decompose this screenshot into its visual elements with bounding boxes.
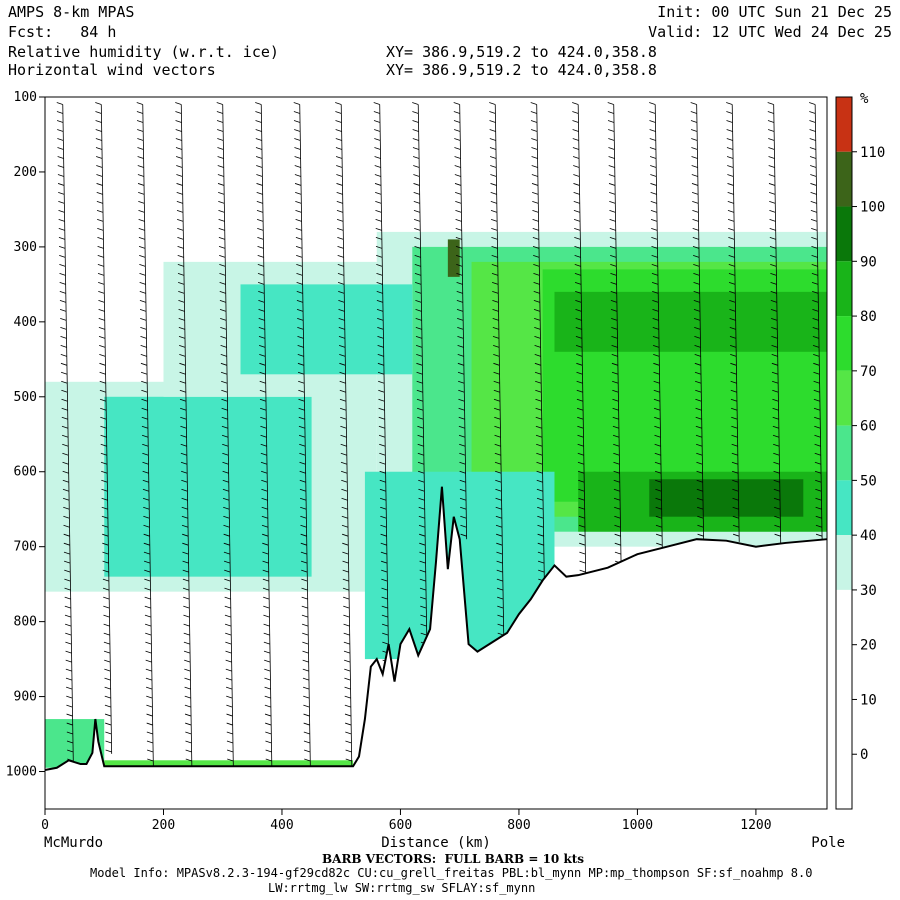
wind-barb-column xyxy=(767,102,782,545)
model-title: AMPS 8-km MPAS xyxy=(8,3,135,21)
x-tick-label: 400 xyxy=(270,818,293,833)
colorbar-swatch xyxy=(836,206,852,262)
y-tick-label: 400 xyxy=(14,315,37,330)
colorbar-label: 60 xyxy=(860,419,877,435)
colorbar-label: 10 xyxy=(860,692,877,708)
valid-time: Valid: 12 UTC Wed 24 Dec 25 xyxy=(648,23,892,41)
rh-region xyxy=(554,291,827,352)
y-tick-label: 1000 xyxy=(6,765,37,780)
colorbar-label: 30 xyxy=(860,583,877,599)
y-tick-label: 900 xyxy=(14,690,37,705)
colorbar-swatch xyxy=(836,480,852,536)
wind-barb-column xyxy=(607,102,622,565)
x-tick-label: 800 xyxy=(507,818,530,833)
x-start-label: McMurdo xyxy=(44,835,103,851)
x-tick-label: 0 xyxy=(41,818,49,833)
wind-barb-column xyxy=(649,102,663,550)
model-info: Model Info: MPASv8.2.3-194-gf29cd82c CU:… xyxy=(90,866,813,880)
xy-range-2: XY= 386.9,519.2 to 424.0,358.8 xyxy=(386,61,657,79)
wind-barb-column xyxy=(175,102,193,767)
wind-barb-column xyxy=(216,102,234,767)
rh-region xyxy=(104,760,354,768)
colorbar-swatch xyxy=(836,699,852,755)
wind-barb-column xyxy=(373,102,390,667)
wind-barb-column xyxy=(255,102,273,767)
colorbar-label: 70 xyxy=(860,364,877,380)
colorbar-swatch xyxy=(836,589,852,645)
colorbar-label: 90 xyxy=(860,254,877,270)
colorbar-label: 100 xyxy=(860,200,885,216)
y-tick-label: 700 xyxy=(14,540,37,555)
cross-section-chart: 0 200 400 600 800 1000 12001002003004005006007… xyxy=(6,90,886,851)
wind-barb-column xyxy=(95,102,113,754)
colorbar: 0 10 20 30 40 50 60 70 80 90 100 110% xyxy=(835,91,885,810)
x-tick-label: 200 xyxy=(152,818,175,833)
barb-note: BARB VECTORS: FULL BARB = 10 kts xyxy=(322,852,585,866)
wind-barb-column xyxy=(530,102,545,590)
colorbar-swatch xyxy=(836,535,852,590)
colorbar-frame xyxy=(835,96,853,810)
terrain-line xyxy=(44,486,828,772)
colorbar-label: 20 xyxy=(860,638,877,654)
colorbar-label: 80 xyxy=(860,309,877,325)
wind-barb-column xyxy=(136,102,154,767)
colorbar-label: 110 xyxy=(860,145,885,161)
colorbar-swatch xyxy=(836,425,852,481)
wind-barb-column xyxy=(726,102,740,542)
plot-frame xyxy=(44,96,828,810)
xy-range-1: XY= 386.9,519.2 to 424.0,358.8 xyxy=(386,43,657,61)
x-axis-title: Distance (km) xyxy=(381,835,491,851)
colorbar-swatch xyxy=(836,370,852,426)
terrain-fill xyxy=(45,486,827,809)
colorbar-unit: % xyxy=(860,91,869,107)
field-title-wind: Horizontal wind vectors xyxy=(8,61,216,79)
wind-barb-layer xyxy=(56,102,823,767)
colorbar-label: 0 xyxy=(860,747,868,763)
y-tick-label: 600 xyxy=(14,465,37,480)
x-tick-label: 1200 xyxy=(740,818,771,833)
terrain-layer xyxy=(44,486,828,809)
rh-region xyxy=(447,239,460,277)
init-time: Init: 00 UTC Sun 21 Dec 25 xyxy=(657,3,892,21)
x-end-label: Pole xyxy=(811,835,845,851)
rh-region xyxy=(104,396,312,577)
colorbar-label: 50 xyxy=(860,473,877,489)
colorbar-swatch xyxy=(836,151,852,207)
colorbar-swatch xyxy=(836,644,852,700)
y-tick-label: 800 xyxy=(14,615,37,630)
x-tick-label: 600 xyxy=(389,818,412,833)
field-title-rh: Relative humidity (w.r.t. ice) xyxy=(8,43,279,61)
y-tick-label: 500 xyxy=(14,390,37,405)
rh-region xyxy=(649,479,804,517)
model-info-line2: LW:rrtmg_lw SW:rrtmg_sw SFLAY:sf_mynn xyxy=(268,881,536,895)
wind-barb-column xyxy=(809,102,823,541)
colorbar-swatch xyxy=(836,97,852,152)
colorbar-swatch xyxy=(836,316,852,371)
wind-barb-column xyxy=(572,102,587,576)
wind-barb-column xyxy=(293,102,311,767)
y-tick-label: 300 xyxy=(14,240,37,255)
forecast-hour: Fcst: 84 h xyxy=(8,23,117,41)
colorbar-swatch xyxy=(836,261,852,317)
wind-barb-column xyxy=(489,102,505,641)
colorbar-label: 40 xyxy=(860,528,877,544)
wind-barb-column xyxy=(453,102,468,540)
y-tick-label: 200 xyxy=(14,165,37,180)
rh-fill-layer xyxy=(45,231,827,768)
wind-barb-column xyxy=(690,102,705,540)
axis-layer: 0 200 400 600 800 1000 1200 100 200 300 400 500 600 7… xyxy=(6,90,772,833)
colorbar-swatch xyxy=(836,754,852,809)
wind-barb-column xyxy=(335,102,353,767)
y-tick-label: 100 xyxy=(14,90,37,105)
x-tick-label: 1000 xyxy=(622,818,653,833)
wind-barb-column xyxy=(412,102,428,656)
wind-barb-column xyxy=(56,102,74,765)
rh-region xyxy=(240,284,413,375)
